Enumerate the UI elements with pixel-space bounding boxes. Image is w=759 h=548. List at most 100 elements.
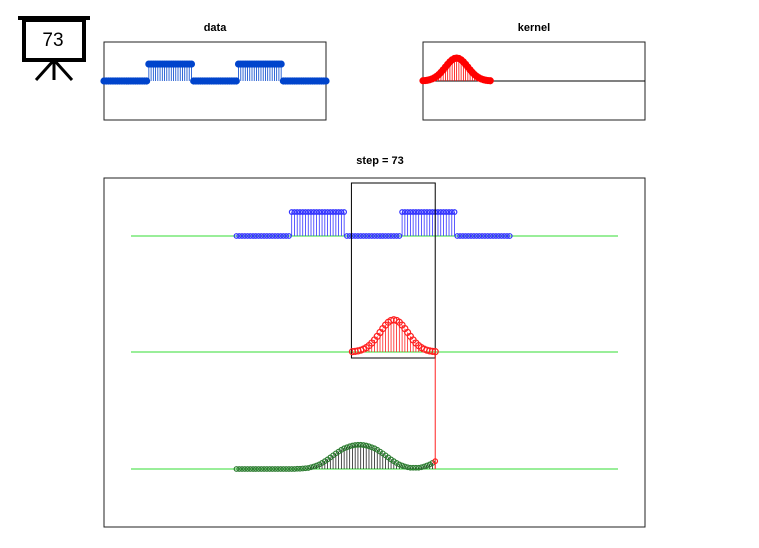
stem-marker [236, 466, 243, 472]
stem-marker [407, 209, 414, 215]
stem-marker [247, 233, 254, 239]
stem-marker [346, 233, 353, 239]
stem [404, 209, 411, 236]
stem-marker [239, 466, 245, 472]
stem [346, 233, 353, 239]
stem [385, 233, 392, 239]
stem [266, 233, 273, 239]
stem [446, 209, 452, 236]
stem [308, 209, 314, 236]
stem-marker [426, 209, 433, 215]
stem [280, 233, 287, 239]
stem-marker [385, 233, 392, 239]
stem-marker [490, 233, 497, 239]
stem-marker [266, 233, 273, 239]
stem [332, 209, 339, 236]
stem [371, 233, 378, 239]
stem-marker [288, 466, 295, 472]
stem [263, 233, 270, 239]
stem-marker [421, 209, 428, 215]
stem-marker [294, 209, 301, 215]
stem [316, 209, 323, 236]
stem-marker [410, 464, 417, 471]
stem-marker [291, 209, 298, 215]
stem [426, 209, 433, 236]
stem-marker [487, 233, 494, 239]
stem [437, 209, 444, 236]
stem [418, 209, 425, 236]
stem-marker [286, 233, 292, 239]
stem-marker [368, 444, 375, 451]
stem [341, 209, 348, 236]
stem [368, 233, 375, 239]
stem-marker [321, 209, 328, 215]
stem [305, 209, 312, 236]
stem-marker [413, 209, 419, 215]
stem [360, 233, 367, 239]
stem [258, 466, 265, 472]
stem-marker [401, 463, 408, 470]
stem-marker [493, 233, 499, 239]
stem [244, 466, 251, 472]
badge-leg [34, 58, 56, 82]
stem [506, 233, 513, 239]
stem [470, 233, 477, 239]
stem-marker [263, 233, 270, 239]
stem-marker [274, 233, 281, 239]
stem-marker [308, 209, 314, 215]
stem [313, 462, 320, 469]
stem [250, 233, 256, 239]
stem-marker [247, 466, 254, 472]
stem-marker [341, 445, 348, 452]
stem [459, 233, 466, 239]
stem-marker [319, 209, 325, 215]
stem-marker [250, 466, 256, 472]
stem [465, 233, 472, 239]
stem-marker [277, 233, 284, 239]
stem-marker [421, 463, 428, 470]
stem [501, 233, 508, 239]
stem [357, 233, 364, 239]
stem [255, 466, 262, 472]
stem-marker [476, 233, 483, 239]
stem-marker [258, 233, 265, 239]
stem [407, 209, 414, 236]
stem [390, 233, 397, 239]
stem [261, 466, 267, 472]
stem [349, 233, 356, 239]
stem-marker [371, 233, 378, 239]
stem-marker [343, 233, 350, 239]
stem-marker [457, 233, 463, 239]
stem [424, 462, 430, 469]
stem-marker [349, 233, 356, 239]
stem-marker [255, 233, 262, 239]
stem-marker [258, 466, 265, 472]
stem [310, 463, 317, 470]
stem-marker [357, 441, 364, 448]
stem [288, 209, 295, 236]
stem [288, 466, 295, 472]
stem-marker [428, 347, 437, 355]
stem [286, 233, 292, 239]
stem-marker [233, 233, 240, 239]
stem-marker [482, 233, 488, 239]
stem [269, 233, 276, 239]
stem-marker [473, 233, 480, 239]
stem-marker [448, 209, 455, 215]
stem [239, 466, 245, 472]
stem [321, 458, 328, 469]
stem-marker [374, 233, 381, 239]
stem-marker [261, 233, 267, 239]
stem-marker [272, 233, 279, 239]
stem-marker [479, 233, 486, 239]
stem [457, 233, 463, 239]
stem [291, 209, 298, 236]
stem-marker [440, 209, 447, 215]
stem [252, 233, 259, 239]
slide-badge: 73 [18, 16, 90, 82]
stem [247, 233, 254, 239]
chart-title: data [204, 22, 228, 34]
stem-marker [399, 462, 406, 469]
stem-marker [343, 444, 350, 451]
stem-marker [252, 233, 259, 239]
